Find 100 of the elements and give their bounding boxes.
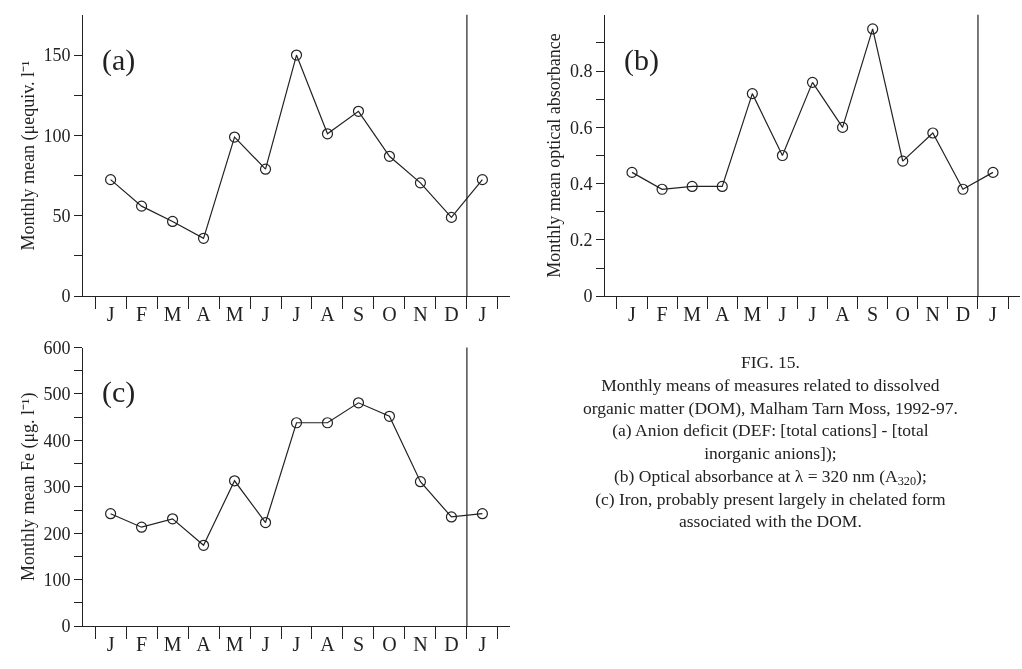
point xyxy=(414,476,427,488)
x-tick-label: J xyxy=(478,303,487,326)
x-tick-label: O xyxy=(382,303,397,326)
x-tick-label: N xyxy=(925,303,941,326)
y-tick-label: 0 xyxy=(61,616,71,637)
x-tick-label: M xyxy=(163,633,182,656)
x-tick-label: J xyxy=(261,633,270,656)
annotation: (c) xyxy=(102,375,136,409)
x-tick-label: J xyxy=(628,303,637,326)
x-tick-label: J xyxy=(478,633,487,656)
y-tick-label: 100 xyxy=(43,125,71,146)
x-tick-label: S xyxy=(867,303,879,326)
x-tick-label: J xyxy=(292,303,301,326)
x-tick-label: O xyxy=(382,633,397,656)
point xyxy=(776,149,789,162)
y-axis-title: Monthly mean Fe (μg. l⁻¹) xyxy=(17,392,39,582)
point xyxy=(686,180,698,193)
point xyxy=(197,539,210,551)
y-tick-label: 600 xyxy=(43,337,71,358)
point xyxy=(166,215,179,228)
point xyxy=(135,200,148,212)
point xyxy=(228,475,241,487)
point xyxy=(105,508,117,520)
x-tick-label: N xyxy=(413,633,428,656)
x-tick-label: O xyxy=(895,303,910,326)
point xyxy=(352,105,365,117)
text: (a) Anion deficit (DEF: [total cations] - [total xyxy=(612,420,929,441)
x-tick-label: D xyxy=(444,303,459,326)
point xyxy=(746,88,758,100)
point xyxy=(867,23,879,35)
point xyxy=(290,417,303,429)
y-axis-title: Monthly mean (μequiv. l⁻¹ xyxy=(17,60,39,251)
x-tick-label: D xyxy=(955,303,971,326)
y-tick-label: 200 xyxy=(43,523,71,544)
x-tick-label: J xyxy=(808,303,817,326)
y-tick-label: 0.8 xyxy=(569,61,593,82)
point xyxy=(352,397,365,409)
text: Monthly means of measures related to dissolved xyxy=(601,374,940,395)
point xyxy=(383,410,396,422)
y-tick-label: 300 xyxy=(43,477,71,498)
y-tick-label: 0.4 xyxy=(569,173,593,194)
point xyxy=(105,174,117,186)
point xyxy=(383,150,396,162)
y-tick-label: 150 xyxy=(43,45,71,66)
x-tick-label: F xyxy=(136,303,148,326)
point xyxy=(321,128,334,140)
point xyxy=(897,155,909,167)
point xyxy=(166,513,179,525)
x-tick-label: N xyxy=(413,303,428,326)
point xyxy=(476,508,488,520)
x-tick-label: A xyxy=(196,633,212,656)
point xyxy=(476,174,488,186)
x-tick-label: M xyxy=(163,303,182,326)
point xyxy=(228,131,241,143)
x-tick-label: M xyxy=(683,303,702,326)
x-tick-label: F xyxy=(136,633,148,656)
point xyxy=(626,166,638,178)
point xyxy=(197,232,210,244)
x-tick-label: A xyxy=(835,303,851,326)
x-tick-label: A xyxy=(320,303,336,326)
x-tick-label: S xyxy=(352,633,365,656)
annotation: (a) xyxy=(102,43,136,77)
x-tick-label: J xyxy=(106,303,115,326)
point xyxy=(836,121,849,133)
point xyxy=(414,177,427,189)
annotation: (b) xyxy=(624,43,659,77)
point xyxy=(957,183,969,195)
x-tick-label: M xyxy=(225,303,244,326)
y-tick-label: 0.6 xyxy=(569,117,593,138)
point xyxy=(656,183,668,195)
point xyxy=(806,76,819,88)
y-tick-label: 0 xyxy=(61,286,71,307)
x-tick-label: M xyxy=(225,633,244,656)
y-tick-label: 400 xyxy=(43,430,71,451)
x-tick-label: J xyxy=(989,303,998,326)
x-tick-label: S xyxy=(352,303,365,326)
point xyxy=(445,211,458,224)
x-tick-label: J xyxy=(106,633,115,656)
text: associated with the DOM. xyxy=(679,511,862,532)
x-tick-label: A xyxy=(715,303,731,326)
point xyxy=(290,49,303,61)
y-tick-label: 500 xyxy=(43,384,71,405)
text: inorganic anions]); xyxy=(704,443,837,463)
y-tick-label: 0 xyxy=(583,286,593,307)
y-axis-title: Monthly mean optical absorbance xyxy=(544,33,565,278)
point xyxy=(987,166,999,178)
caption: FIG. 15. xyxy=(740,352,800,372)
point xyxy=(927,127,939,139)
text: (b) Optical absorbance at λ = 320 nm (A$_{320}$); xyxy=(614,465,927,489)
y-tick-label: 50 xyxy=(52,206,71,227)
x-tick-label: F xyxy=(656,303,668,326)
x-tick-label: J xyxy=(778,303,787,326)
y-tick-label: 100 xyxy=(43,569,71,590)
text: (c) Iron, probably present largely in chelated form xyxy=(595,488,947,509)
point xyxy=(135,521,148,533)
point xyxy=(445,511,458,523)
x-tick-label: J xyxy=(261,303,270,326)
x-tick-label: J xyxy=(292,633,301,656)
x-tick-label: A xyxy=(320,633,336,656)
x-tick-label: D xyxy=(444,633,459,656)
